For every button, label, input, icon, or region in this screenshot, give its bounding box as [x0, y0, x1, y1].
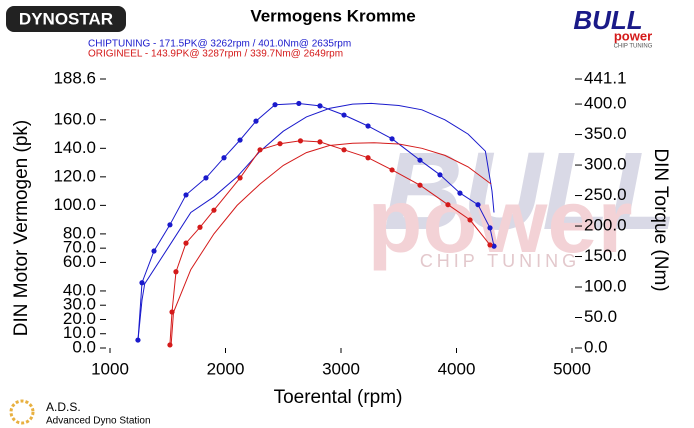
chart-title: Vermogens Kromme [250, 6, 415, 25]
y2-tick-label: 250.0 [584, 185, 627, 204]
point [467, 217, 473, 223]
y2-tick-label: 441.1 [584, 68, 627, 87]
y-tick-label: 100.0 [53, 195, 96, 214]
point [183, 192, 189, 198]
y-tick-label: 30.0 [63, 295, 96, 314]
point [437, 172, 443, 178]
footer-title: A.D.S. [46, 400, 81, 414]
point [491, 243, 497, 249]
point [173, 269, 179, 275]
y2-tick-label: 200.0 [584, 216, 627, 235]
point [457, 190, 463, 196]
point [237, 175, 243, 181]
point [417, 182, 423, 188]
logo-box [6, 6, 126, 32]
point [389, 136, 395, 142]
point [151, 248, 157, 254]
x-tick-label: 5000 [553, 359, 591, 378]
logo-right-sub: power [614, 28, 652, 43]
x-tick-label: 4000 [438, 359, 476, 378]
logo-right: BULL [573, 5, 642, 35]
point [253, 118, 259, 124]
point [445, 202, 451, 208]
curve [170, 142, 492, 344]
point [341, 147, 347, 153]
point [272, 102, 278, 108]
point [417, 157, 423, 163]
y2-tick-label: 300.0 [584, 155, 627, 174]
y-tick-label: 60.0 [63, 252, 96, 271]
y-tick-label: 120.0 [53, 166, 96, 185]
point [296, 100, 302, 107]
footer-sub: Advanced Dyno Station [46, 416, 151, 427]
watermark-tag: CHIP TUNING [420, 251, 580, 271]
point [297, 138, 304, 144]
y-tick-label: 40.0 [63, 280, 96, 299]
point [221, 155, 227, 161]
y-tick-label: 70.0 [63, 238, 96, 257]
logo-right-tag: CHIP TUNING [614, 44, 653, 50]
watermark: BULL [383, 130, 676, 253]
y-tick-label: 10.0 [63, 323, 96, 342]
logo-left: DYNOSTAR [19, 9, 113, 28]
point [167, 342, 173, 348]
point [277, 141, 283, 147]
point [475, 202, 481, 208]
point [487, 242, 493, 248]
point [135, 337, 141, 343]
point [167, 222, 173, 228]
curve [137, 102, 495, 341]
y2-tick-label: 100.0 [584, 277, 627, 296]
point [257, 147, 263, 153]
watermark-sub: power [367, 172, 632, 272]
point [197, 224, 203, 230]
point [341, 112, 347, 118]
point [183, 240, 189, 246]
y-tick-label: 80.0 [63, 223, 96, 242]
y2-tick-label: 350.0 [584, 124, 627, 143]
y-tick-label: 140.0 [53, 138, 96, 157]
x-tick-label: 1000 [91, 359, 129, 378]
y2-tick-label: 400.0 [584, 94, 627, 113]
y2-axis-label: DIN Torque (Nm) [650, 148, 671, 291]
point [237, 137, 243, 143]
y-tick-label: 160.0 [53, 109, 96, 128]
x-tick-label: 2000 [207, 359, 245, 378]
point [169, 309, 175, 315]
curve [169, 140, 491, 346]
legend-entry: ORIGINEEL - 143.9PK@ 3287rpm / 339.7Nm@ … [88, 49, 343, 60]
y2-tick-label: 150.0 [584, 246, 627, 265]
point [203, 175, 209, 181]
point [389, 167, 395, 173]
point [365, 155, 371, 161]
y2-tick-label: 50.0 [584, 307, 617, 326]
x-tick-label: 3000 [322, 359, 360, 378]
point [365, 123, 371, 129]
point [487, 225, 493, 231]
footer-icon [9, 399, 35, 425]
point [211, 207, 217, 213]
y2-tick-label: 0.0 [584, 337, 608, 356]
point [317, 103, 323, 109]
x-axis-label: Toerental (rpm) [274, 387, 403, 408]
y-tick-label: 188.6 [53, 68, 96, 87]
y-axis-label: DIN Motor Vermogen (pk) [11, 120, 32, 336]
y-tick-label: 0.0 [72, 337, 96, 356]
point [317, 139, 323, 145]
point [139, 280, 145, 286]
legend-entry: CHIPTUNING - 171.5PK@ 3262rpm / 401.0Nm@… [88, 39, 351, 50]
y-tick-label: 20.0 [63, 309, 96, 328]
